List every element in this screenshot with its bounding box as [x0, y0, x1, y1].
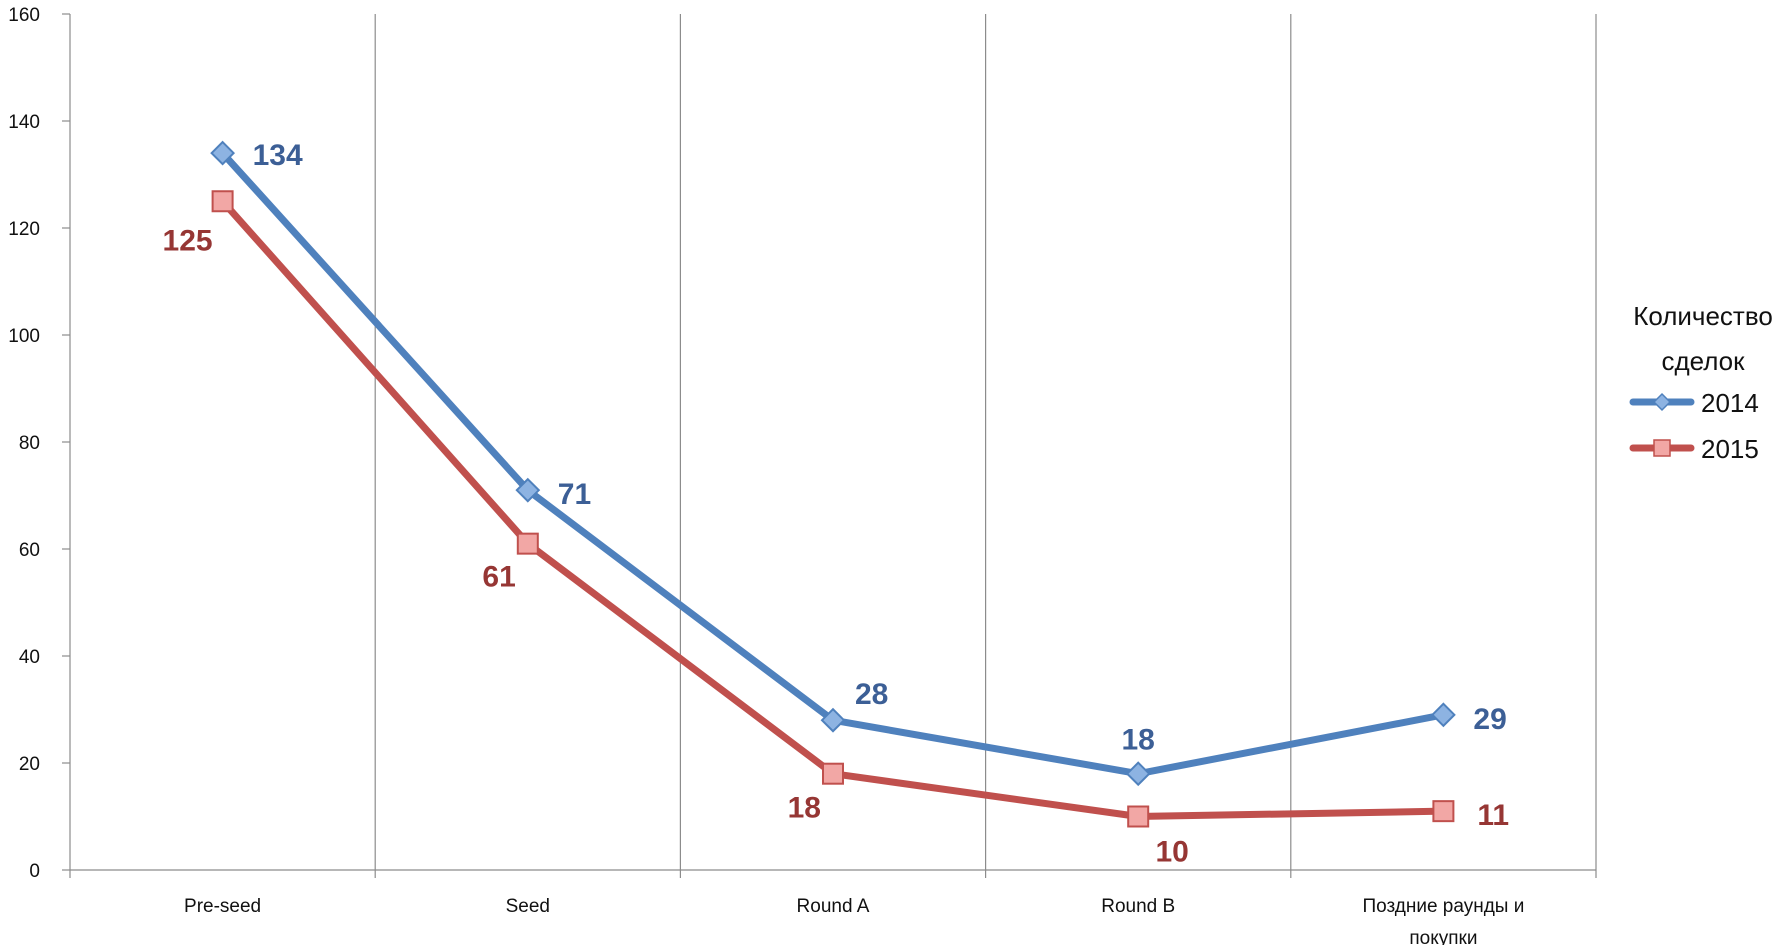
- x-tick-label: Round A: [797, 896, 870, 917]
- legend-label: 2014: [1701, 388, 1759, 418]
- data-label: 29: [1473, 703, 1506, 736]
- data-point: [1432, 800, 1455, 823]
- data-label: 61: [482, 561, 515, 594]
- data-point: [820, 707, 846, 733]
- series-2015: [211, 190, 1455, 828]
- y-tick-label: 160: [8, 5, 40, 26]
- data-label: 11: [1477, 799, 1509, 832]
- data-label: 10: [1156, 836, 1189, 869]
- data-label: 71: [558, 478, 591, 511]
- legend-label: 2015: [1701, 434, 1759, 464]
- y-tick-label: 80: [19, 433, 40, 454]
- y-tick-label: 100: [8, 326, 40, 347]
- legend-item-2015: 2015: [1629, 434, 1759, 464]
- data-point: [516, 532, 539, 555]
- y-tick-label: 140: [8, 112, 40, 133]
- data-point: [1430, 702, 1456, 728]
- data-point: [210, 140, 236, 166]
- data-label: 28: [855, 678, 888, 711]
- legend-marker-square: [1653, 439, 1671, 457]
- x-tick-label: Seed: [506, 896, 550, 917]
- data-label: 134: [253, 139, 303, 172]
- y-tick-label: 60: [19, 540, 40, 561]
- grid: [374, 14, 1597, 870]
- legend-marker-diamond: [1652, 392, 1672, 412]
- series: [210, 140, 1456, 828]
- series-line: [219, 149, 1447, 778]
- data-point: [1127, 805, 1150, 828]
- x-tick-label: Pre-seed: [184, 896, 261, 917]
- data-label: 125: [163, 224, 213, 257]
- legend-item-2014: 2014: [1629, 388, 1759, 418]
- legend-title: Количество сделок: [1633, 301, 1773, 376]
- data-point: [515, 477, 541, 503]
- y-tick-label: 20: [19, 754, 40, 775]
- data-label: 18: [788, 792, 821, 825]
- y-tick-label: 0: [29, 861, 40, 882]
- series-2014: [210, 140, 1456, 787]
- y-tick-label: 120: [8, 219, 40, 240]
- data-label: 18: [1122, 724, 1155, 757]
- data-labels: 134 71 28 18 29 125 61 18 10 11: [163, 139, 1510, 868]
- data-point: [822, 762, 844, 785]
- axes: 0 20 40 60 80 100 120 140 160 Pre-seed Seed Round A…: [8, 5, 1597, 945]
- x-tick-label: Round B: [1101, 896, 1175, 917]
- data-point: [211, 190, 234, 213]
- y-tick-label: 40: [19, 647, 40, 668]
- legend: Количество сделок 2014 2015: [1629, 301, 1773, 464]
- x-tick-label: Поздние раунды и покупки: [1362, 896, 1524, 945]
- data-point: [1125, 761, 1151, 787]
